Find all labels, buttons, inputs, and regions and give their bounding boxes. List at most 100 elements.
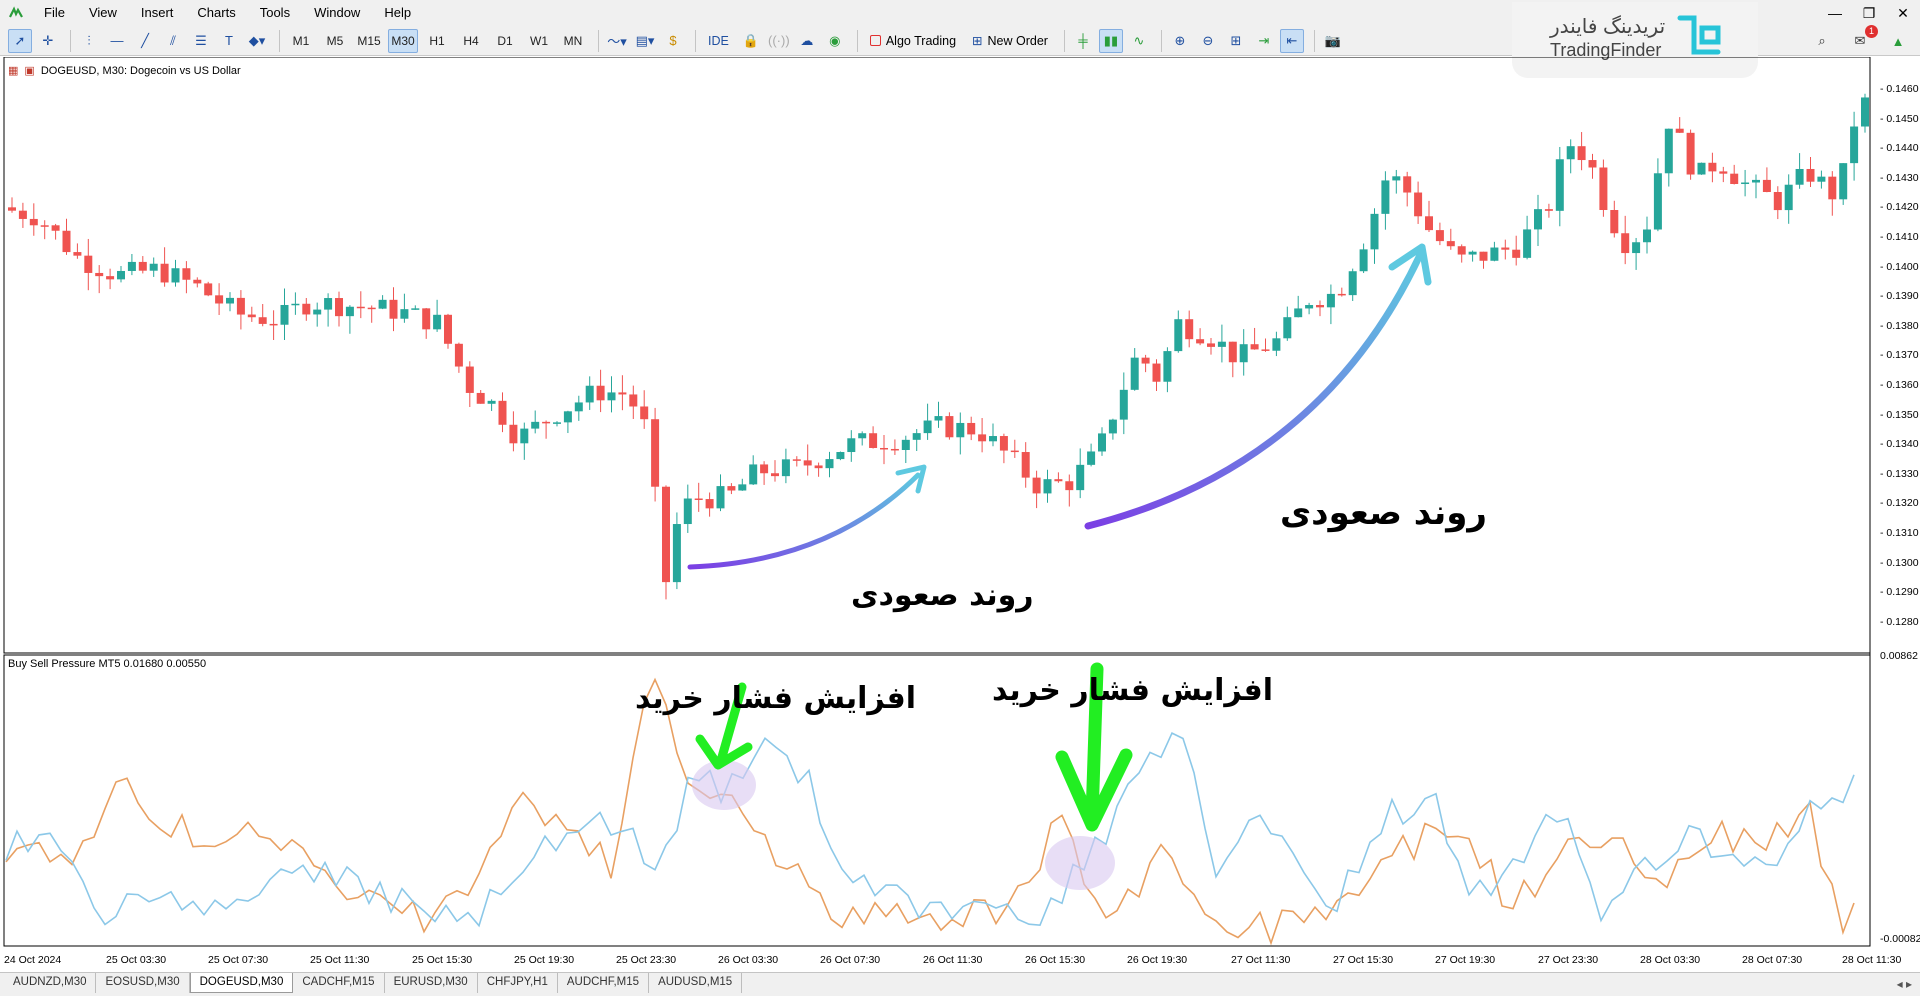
menu-help[interactable]: Help: [384, 5, 412, 20]
menu-insert[interactable]: Insert: [140, 5, 174, 20]
chart-canvas[interactable]: [0, 57, 1920, 971]
timeframe-m5[interactable]: M5: [326, 33, 344, 48]
time-label: 28 Oct 11:30: [1842, 954, 1902, 966]
tab-chfjpy[interactable]: CHFJPY,H1: [478, 973, 558, 993]
timeframe-mn[interactable]: MN: [563, 33, 583, 48]
timeframe-h4[interactable]: H4: [463, 33, 479, 48]
menu-view[interactable]: View: [88, 5, 117, 20]
timeframe-h1[interactable]: H1: [429, 33, 445, 48]
tab-audusd[interactable]: AUDUSD,M15: [649, 973, 743, 993]
candle-body: [858, 433, 867, 439]
candle-body: [433, 314, 442, 330]
candle-body: [1174, 319, 1183, 352]
cloud-icon[interactable]: ☁: [800, 32, 814, 48]
tab-eosusd[interactable]: EOSUSD,M30: [96, 973, 190, 993]
menu-charts[interactable]: Charts: [197, 5, 236, 20]
zoom-in-icon[interactable]: ⊕: [1174, 32, 1186, 48]
price-label: - 0.1330: [1880, 467, 1919, 480]
dollar-icon[interactable]: $: [669, 33, 677, 48]
candle-body: [912, 433, 921, 440]
candle-body: [923, 420, 932, 434]
signals-icon[interactable]: ▲: [1891, 33, 1905, 49]
fibonacci-icon[interactable]: ☰: [195, 32, 207, 48]
timeframe-m1[interactable]: M1: [292, 33, 310, 48]
candle-body: [563, 411, 572, 423]
candle-body: [792, 459, 801, 461]
candle-body: [1381, 180, 1390, 214]
candle-body: [95, 272, 104, 277]
candle-body: [1457, 246, 1466, 255]
candle-body: [1850, 126, 1859, 164]
screenshot-icon[interactable]: 📷: [1324, 32, 1342, 48]
crosshair-icon[interactable]: ✛: [42, 32, 54, 48]
uptrend-arrowhead-small: [895, 464, 927, 494]
signal-icon[interactable]: ((·)): [768, 33, 790, 48]
text-icon[interactable]: T: [225, 33, 233, 48]
chart-grid-icon: ▦: [8, 65, 19, 77]
candle-body: [73, 252, 82, 256]
menu-window[interactable]: Window: [314, 5, 361, 20]
time-label: 26 Oct 03:30: [718, 954, 779, 966]
tab-cadchf[interactable]: CADCHF,M15: [293, 973, 385, 993]
candle-body: [1446, 241, 1455, 247]
candle-body: [106, 276, 115, 280]
toolbar-separator: [856, 29, 858, 52]
candle-body: [1806, 168, 1815, 182]
time-label: 26 Oct 11:30: [923, 954, 983, 966]
candle-body: [1185, 319, 1194, 340]
cursor-icon[interactable]: ➚: [8, 28, 32, 53]
price-label: - 0.1440: [1880, 142, 1919, 155]
price-label: - 0.1300: [1880, 556, 1919, 569]
candlestick-icon[interactable]: ▮▮: [1098, 28, 1123, 53]
bar-chart-icon[interactable]: ╪: [1078, 33, 1088, 48]
new-order-label: New Order: [987, 33, 1048, 48]
tab-eurusd[interactable]: EURUSD,M30: [385, 973, 478, 993]
chart-window[interactable]: ▦ ▣ DOGEUSD, M30: Dogecoin vs US Dollar …: [0, 57, 1920, 981]
channel-icon[interactable]: ⫽: [170, 32, 176, 48]
timeframe-w1[interactable]: W1: [530, 33, 548, 48]
timeframe-d1[interactable]: D1: [497, 33, 513, 48]
shapes-icon[interactable]: ◆▾: [248, 32, 266, 48]
vps-icon[interactable]: ◉: [829, 32, 841, 48]
close-icon[interactable]: ✕: [1897, 4, 1909, 21]
new-order-icon: ⊞: [972, 34, 983, 48]
candle-body: [1305, 305, 1314, 309]
candle-body: [869, 433, 878, 448]
candle-body: [694, 498, 703, 501]
tab-audnzd[interactable]: AUDNZD,M30: [4, 973, 97, 993]
minimize-icon[interactable]: —: [1828, 5, 1842, 21]
menu-file[interactable]: File: [44, 5, 65, 20]
algo-trading-button[interactable]: Algo Trading: [864, 29, 962, 53]
price-label: - 0.1430: [1880, 171, 1919, 184]
tab-scroll-arrows[interactable]: ◂ ▸: [1896, 977, 1912, 991]
restore-icon[interactable]: ❐: [1862, 4, 1876, 21]
candle-body: [247, 314, 256, 318]
candle-body: [629, 394, 638, 407]
candle-body: [989, 436, 997, 442]
vertical-line-icon[interactable]: ⫶: [87, 32, 91, 48]
template-icon[interactable]: ▤▾: [635, 32, 655, 48]
candle-body: [84, 255, 93, 273]
candle-body: [781, 459, 790, 477]
ide-button[interactable]: IDE: [708, 33, 729, 48]
trendline-icon[interactable]: ╱: [141, 32, 149, 48]
autoscroll-icon[interactable]: ⇥: [1258, 32, 1270, 48]
zoom-out-icon[interactable]: ⊖: [1202, 32, 1214, 48]
timeframe-m30[interactable]: M30: [388, 28, 418, 53]
timeframe-m15[interactable]: M15: [357, 33, 381, 48]
chart-type-icon[interactable]: 〜▾: [607, 34, 627, 49]
indicator-scale-label: -0.00082: [1880, 933, 1920, 945]
notifications-icon[interactable]: ✉ 1: [1848, 25, 1878, 53]
tab-dogeusd[interactable]: DOGEUSD,M30: [189, 973, 294, 993]
new-order-button[interactable]: ⊞ New Order: [966, 29, 1054, 53]
time-label: 25 Oct 15:30: [412, 954, 473, 966]
grid-icon[interactable]: ⊞: [1230, 32, 1242, 48]
search-icon[interactable]: ⌕: [1818, 33, 1826, 48]
horizontal-line-icon[interactable]: —: [110, 33, 124, 48]
lock-icon[interactable]: 🔒: [742, 32, 759, 48]
line-chart-icon[interactable]: ∿: [1133, 32, 1145, 48]
chart-shift-icon[interactable]: ⇤: [1279, 28, 1304, 53]
candle-body: [738, 484, 747, 491]
menu-tools[interactable]: Tools: [259, 5, 291, 20]
tab-audchf[interactable]: AUDCHF,M15: [558, 973, 650, 993]
